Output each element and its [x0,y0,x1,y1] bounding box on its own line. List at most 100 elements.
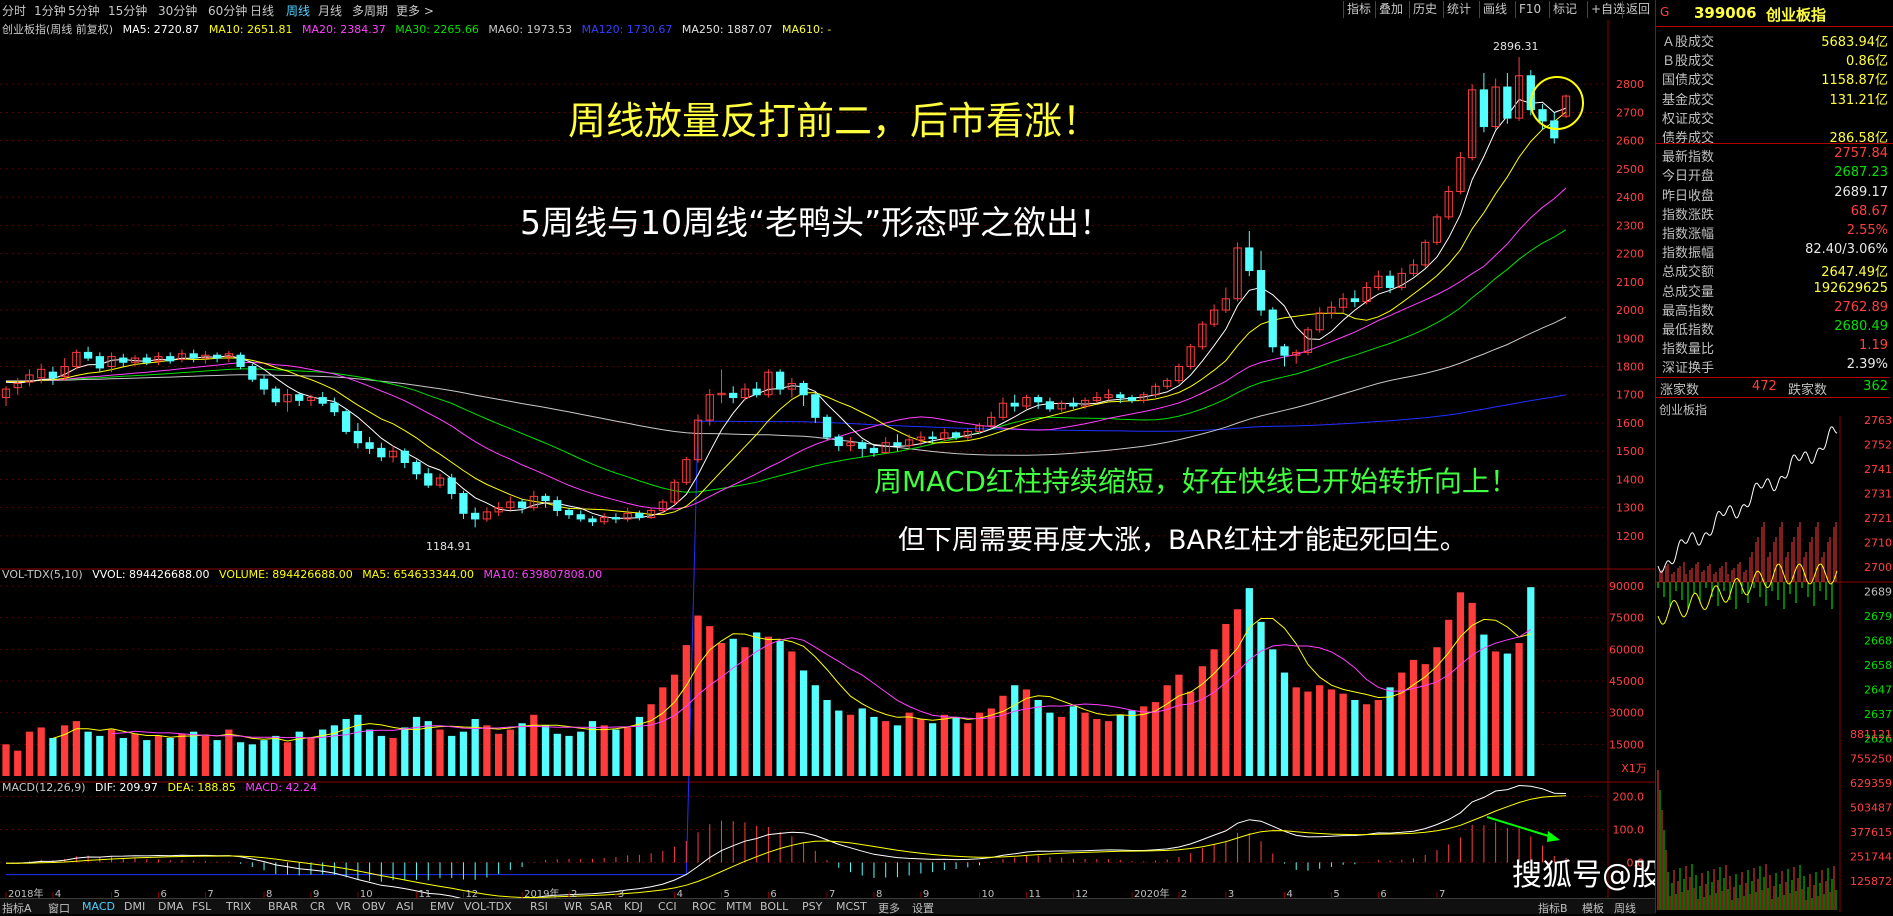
volume-bar-94 [1104,721,1113,776]
volume-bar-125 [1468,602,1476,776]
mini-vol-tick-1: 755250 [1850,753,1892,766]
period-tab-7[interactable]: 周线 [286,4,311,18]
volume-bar-123 [1445,619,1453,776]
indicator-tab-wr[interactable]: WR [564,900,583,913]
indicator-tab-roc[interactable]: ROC [692,900,716,913]
toolbar-btn-3[interactable]: 统计 [1443,1,1474,18]
macd-arrow-head [1547,831,1560,842]
period-tab-3[interactable]: 15分钟 [108,4,148,18]
volume-bar-27 [319,729,327,776]
indicator-tab-dmi[interactable]: DMI [124,900,146,913]
candle-6 [72,351,81,368]
time-tick-17: 8 [876,889,882,898]
toolbar-btn-5[interactable]: F10 [1515,1,1544,18]
indicator-tab-obv[interactable]: OBV [362,900,386,913]
vol-tick-2: 60000 [1609,643,1644,656]
period-tab-4[interactable]: 30分钟 [158,4,198,18]
period-tab-6[interactable]: 日线 [250,4,275,18]
candle-13 [154,356,163,362]
mini-vol-tick-2: 629359 [1850,777,1892,790]
indicator-tab-emv[interactable]: EMV [430,900,454,913]
bottom-right-tab-2[interactable]: 周线 [1614,902,1636,915]
candle-16 [189,353,198,359]
indicator-tab-mtm[interactable]: MTM [726,900,752,913]
candle-61 [717,392,726,396]
toolbar-btn-7[interactable]: +自选 [1587,1,1628,18]
period-tab-9[interactable]: 多周期 [352,4,389,18]
mini-chart-title: 创业板指 [1659,403,1708,417]
candle-92 [1080,399,1090,407]
candle-56 [658,501,667,511]
dif-line [5,784,1567,898]
candle-119 [1397,272,1406,288]
up-count: 472 [1752,379,1777,394]
indicator-tab-dma[interactable]: DMA [158,900,184,913]
toolbar-btn-6[interactable]: 标记 [1549,1,1580,18]
candle-130 [1526,75,1535,111]
time-tick-12: 3 [618,889,624,898]
quote-label-12: 总成交额 [1662,265,1715,281]
volume-bar-68 [799,670,808,776]
volume-bar-78 [917,719,925,776]
period-tab-0[interactable]: 分时 [2,4,27,18]
indicator-tab-cr[interactable]: CR [310,900,326,913]
volume-bar-82 [964,723,972,776]
price-tick-9: 1900 [1616,332,1644,345]
bottom-right-tab-1[interactable]: 模板 [1582,902,1604,915]
indicator-tab-item[interactable]: 更多 [878,902,900,915]
intraday-mini-chart[interactable]: 2763 2752 2741 2731 2721 2710 2700 2689 2679 2668… [1656,416,1893,912]
toolbar-btn-0[interactable]: 指标 [1343,1,1374,18]
toolbar-btn-8[interactable]: 返回 [1622,1,1653,18]
volume-bar-1 [14,750,22,776]
quote-value-17: 2.39% [1846,357,1888,373]
period-tab-10[interactable]: 更多 > [396,4,434,18]
indicator-tab-item[interactable]: 设置 [912,902,934,915]
period-tab-5[interactable]: 60分钟 [208,4,248,18]
volume-bar-12 [143,740,151,776]
indicator-tab-sar[interactable]: SAR [590,900,613,913]
candle-104 [1221,298,1230,311]
bottom-right-tab-0[interactable]: 指标B [1538,902,1568,915]
toolbar-btn-4[interactable]: 画线 [1479,1,1510,18]
indicator-tab-asi[interactable]: ASI [396,900,414,913]
volume-bar-73 [858,708,866,776]
period-tab-1[interactable]: 1分钟 [34,4,66,18]
indicator-tab-brar[interactable]: BRAR [268,900,298,913]
indicator-tab-fsl[interactable]: FSL [192,900,212,913]
candle-59 [693,419,703,461]
period-tab-8[interactable]: 月线 [318,4,343,18]
indicator-tab-item[interactable]: 窗口 [48,902,70,915]
indicator-tab-trix[interactable]: TRIX [226,900,252,913]
indicator-tab-mcst[interactable]: MCST [836,900,867,913]
volume-bar-113 [1327,689,1336,776]
toolbar-btn-1[interactable]: 叠加 [1375,1,1406,18]
toolbar-btn-2[interactable]: 历史 [1409,1,1440,18]
indicator-tab-macd[interactable]: MACD [82,900,115,913]
vol-info-line: VOL-TDX(5,10) VVOL: 894426688.00 VOLUME:… [2,568,608,581]
indicator-tab-vr[interactable]: VR [336,900,352,913]
macd-indicator-name: MACD(12,26,9) [2,781,86,794]
period-tab-2[interactable]: 5分钟 [68,4,100,18]
quote-row-11: 指数振幅 82.40/3.06% [1660,241,1890,261]
indicator-tab-kdj[interactable]: KDJ [624,900,643,913]
time-tick-20: 11 [1028,889,1041,898]
mini-tick-11: 2647 [1864,684,1892,697]
indicator-tab-boll[interactable]: BOLL [760,900,789,913]
candle-14 [166,356,175,362]
candle-24 [283,394,292,403]
indicator-tab-psy[interactable]: PSY [802,900,823,913]
candle-112 [1315,312,1324,331]
indicator-tab-a[interactable]: 指标A [2,902,32,915]
volume-bar-56 [659,687,667,776]
volume-bar-38 [448,735,456,776]
indicator-tab-rsi[interactable]: RSI [530,900,548,913]
price-tick-15: 1300 [1616,502,1644,515]
candle-9 [107,356,116,368]
candle-118 [1385,275,1395,288]
candle-90 [1057,402,1066,410]
indicator-tab-vol-tdx[interactable]: VOL-TDX [464,900,512,913]
quote-value-10: 2.55% [1846,223,1888,238]
kline-chart[interactable]: 2800 2700 2600 2500 2400 2300 2200 2100 2000 1900… [0,20,1655,898]
indicator-tab-cci[interactable]: CCI [658,900,677,913]
quote-row-1: Ｂ股成交 0.86亿 [1660,49,1890,69]
